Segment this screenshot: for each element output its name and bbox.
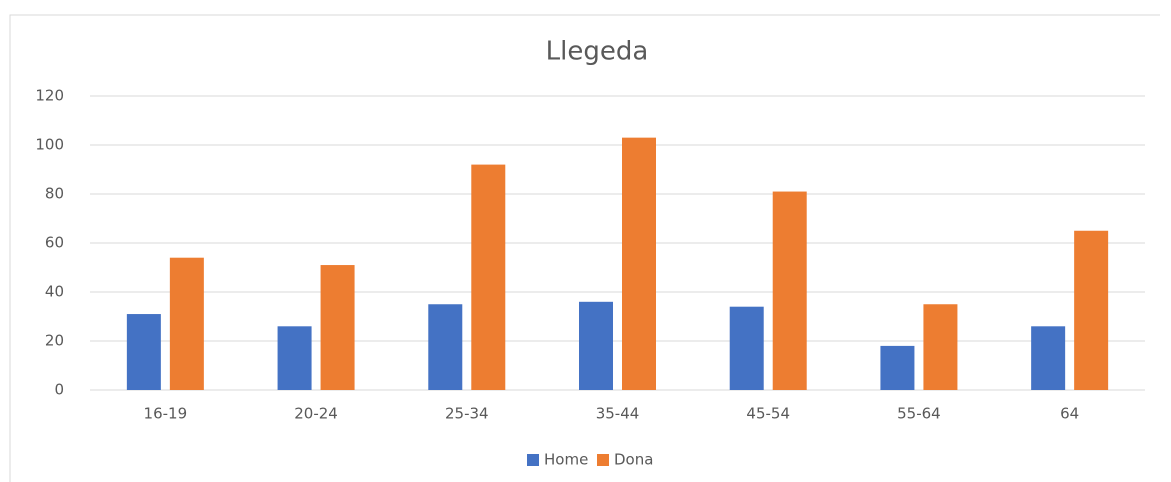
bar <box>923 304 958 390</box>
bar <box>428 304 463 390</box>
legend-swatch <box>527 454 539 466</box>
y-tick-label: 60 <box>45 234 64 252</box>
legend-label: Home <box>544 451 588 469</box>
legend-swatch <box>597 454 609 466</box>
bar <box>729 306 764 390</box>
x-tick-label: 25-34 <box>445 405 489 423</box>
y-tick-label: 80 <box>45 185 64 203</box>
x-tick-label: 35-44 <box>596 405 640 423</box>
bar <box>277 326 312 390</box>
bar <box>772 191 807 390</box>
bar <box>320 265 355 390</box>
bar <box>169 257 204 390</box>
bar <box>579 301 613 390</box>
chart-frame <box>9 14 1160 482</box>
bar <box>1074 230 1109 390</box>
y-tick-label: 0 <box>54 381 64 399</box>
y-tick-label: 120 <box>35 87 64 105</box>
y-tick-label: 40 <box>45 283 64 301</box>
bar <box>471 164 506 390</box>
y-tick-label: 20 <box>45 332 64 350</box>
chart-title: Llegeda <box>546 37 649 67</box>
x-tick-label: 64 <box>1060 405 1079 423</box>
bar <box>126 314 161 390</box>
x-tick-label: 16-19 <box>144 405 188 423</box>
bar <box>880 345 915 390</box>
x-tick-label: 45-54 <box>746 405 790 423</box>
legend-label: Dona <box>614 451 653 469</box>
bar <box>622 137 656 390</box>
x-tick-label: 55-64 <box>897 405 941 423</box>
bar <box>1031 326 1066 390</box>
x-tick-label: 20-24 <box>294 405 338 423</box>
y-tick-label: 100 <box>35 136 64 154</box>
